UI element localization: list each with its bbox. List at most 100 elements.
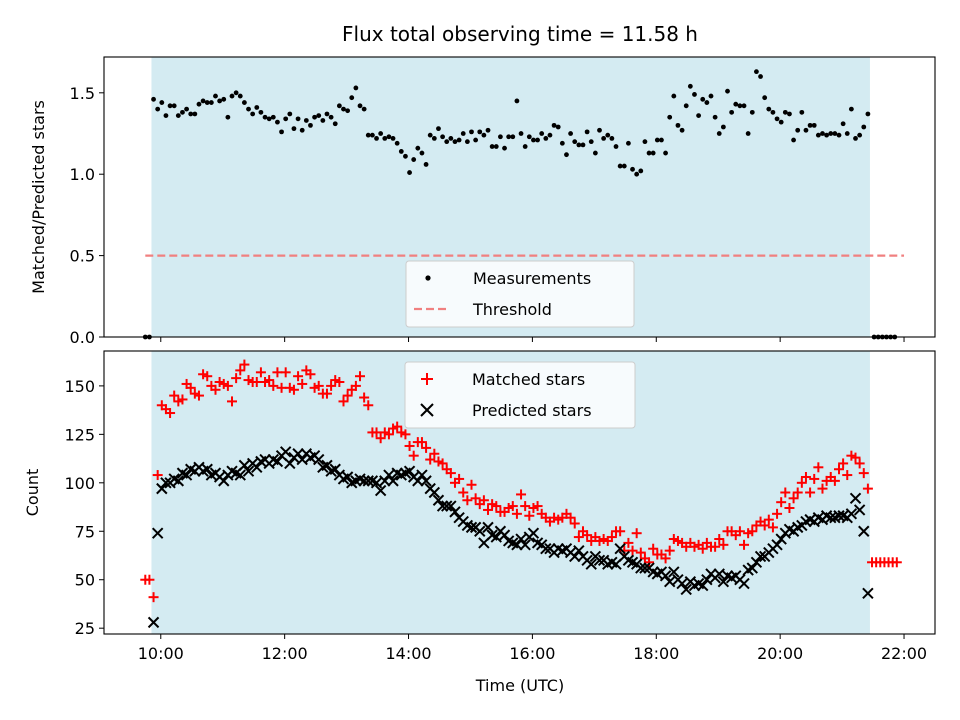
measurement-point: [696, 113, 702, 119]
x-b: [701, 574, 713, 586]
measurement-point: [832, 131, 838, 136]
x-b: [180, 469, 193, 481]
matched-stars-point: [437, 458, 448, 469]
x-b: [441, 500, 453, 512]
x-b: [849, 492, 862, 505]
measurement-point: [196, 101, 202, 107]
x-b: [329, 463, 341, 475]
x-b: [515, 533, 527, 545]
measurement-point: [407, 170, 412, 175]
x-b: [156, 482, 168, 495]
x-b: [862, 587, 874, 600]
measurement-point: [836, 132, 842, 138]
x-b: [218, 475, 230, 487]
predicted-stars-point: [234, 469, 246, 481]
x-b: [490, 531, 502, 543]
matched-stars-point: [375, 433, 386, 444]
matched-stars-point: [445, 468, 456, 479]
x-b: [511, 539, 523, 551]
measurement-point: [444, 139, 450, 145]
measurement-point: [411, 157, 417, 162]
predicted-stars-point: [676, 577, 688, 590]
measurement-point: [440, 134, 445, 140]
predicted-stars-point: [713, 568, 725, 580]
matched-stars-point: [615, 526, 626, 537]
predicted-stars-point: [279, 446, 292, 458]
x-b: [279, 446, 292, 458]
measurement-point: [184, 106, 189, 112]
x-b: [284, 457, 296, 470]
matched-stars-point: [491, 501, 502, 512]
x-b: [858, 525, 870, 537]
measurement-point: [308, 122, 313, 128]
measurement-point: [436, 126, 441, 132]
predicted-stars-point: [845, 508, 858, 520]
x-b: [754, 550, 767, 563]
matched-stars-point: [792, 487, 803, 498]
predicted-stars-point: [593, 554, 606, 567]
measurement-point: [708, 93, 714, 99]
matched-stars-point: [470, 493, 481, 504]
x-b: [296, 453, 308, 466]
predicted-stars-point: [341, 471, 354, 483]
x-b: [606, 556, 618, 568]
predicted-stars-point: [519, 539, 531, 551]
matched-stars-point: [767, 522, 778, 533]
measurement-point: [357, 103, 363, 109]
measurement-point: [754, 69, 759, 75]
predicted-stars-point: [862, 587, 874, 600]
measurement-point: [246, 106, 251, 112]
measurement-point: [481, 132, 487, 138]
predicted-stars-point: [296, 453, 308, 466]
x-b: [717, 575, 730, 588]
predicted-stars-point: [180, 469, 193, 481]
matched-stars-point: [800, 471, 811, 482]
matched-stars-point: [796, 477, 807, 488]
x-b: [387, 475, 399, 487]
matched-stars-point: [478, 495, 489, 506]
measurement-point: [303, 118, 309, 123]
predicted-stars-point: [436, 500, 449, 512]
x-b: [680, 583, 692, 596]
measurement-point: [324, 111, 330, 117]
measurement-point: [700, 96, 706, 102]
matched-stars-point: [458, 487, 469, 498]
x-b: [391, 467, 403, 479]
x-b: [635, 562, 647, 574]
measurement-point: [857, 132, 863, 138]
measurement-point: [555, 124, 561, 130]
matched-stars-point: [739, 539, 750, 550]
measurement-point: [638, 168, 644, 174]
measurement-point: [853, 135, 858, 141]
measurement-point: [266, 116, 272, 122]
x-b: [172, 475, 185, 487]
x-b: [676, 577, 688, 590]
measurement-point: [518, 131, 524, 136]
measurement-point: [403, 153, 408, 159]
matched-stars-point: [734, 526, 745, 537]
x-b: [474, 525, 486, 537]
measurement-point: [514, 98, 520, 104]
x-b: [746, 562, 758, 574]
y-tick-label: 0.0: [70, 328, 95, 347]
measurement-point: [155, 106, 161, 112]
measurement-point: [531, 137, 536, 143]
x-tick-label: 22:00: [881, 644, 927, 663]
measurement-point: [782, 109, 788, 115]
x-b: [201, 463, 213, 475]
measurement-point: [469, 129, 474, 135]
matched-stars-point: [185, 382, 196, 393]
matched-stars-point: [809, 473, 820, 484]
predicted-stars-point: [284, 457, 296, 470]
measurement-point: [791, 137, 796, 143]
matched-stars-point: [288, 384, 299, 395]
y-axis-label: Count: [23, 469, 42, 517]
matched-stars-point: [383, 429, 394, 440]
legend-label: Measurements: [473, 269, 591, 288]
measurement-point: [745, 131, 751, 136]
predicted-stars-point: [420, 475, 432, 487]
x-b: [436, 500, 449, 512]
matched-stars-point: [313, 380, 324, 391]
measurement-point: [840, 121, 846, 127]
measurement-point: [663, 150, 668, 156]
